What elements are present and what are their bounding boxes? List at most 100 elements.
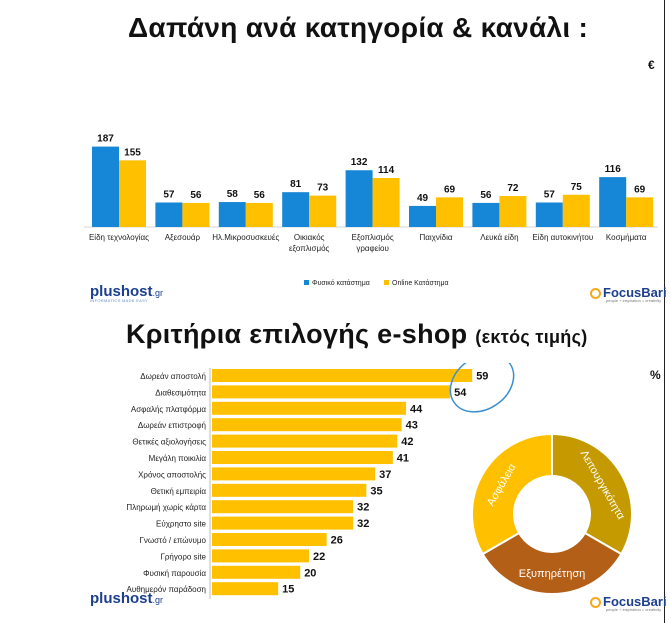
data-label: 187 <box>97 134 114 145</box>
panel-border <box>664 0 665 308</box>
plushost-logo: plushost.gr INFORMATICS MADE EASY <box>90 283 163 303</box>
criteria-bar <box>212 516 354 530</box>
bar-online <box>626 197 654 227</box>
focusbari-mark-icon <box>590 597 601 608</box>
criteria-bar <box>212 369 473 382</box>
category-label: Ηλ.Μικροσυσκευές <box>212 233 279 242</box>
criteria-label: Πληρωμή χωρίς κάρτα <box>126 503 206 512</box>
data-label: 56 <box>254 190 266 201</box>
criteria-title: Κριτήρια επιλογής e-shop (εκτός τιμής) <box>126 319 588 350</box>
bar-physical <box>409 205 436 227</box>
criteria-bar <box>212 451 393 464</box>
plushost-logo: plushost.gr <box>90 590 163 607</box>
data-label: 56 <box>480 190 492 201</box>
focusbari-logo-tag: people + inspiration = creativity <box>606 298 662 303</box>
plushost-logo-tag: INFORMATICS MADE EASY <box>90 298 149 303</box>
bar-online <box>309 195 337 227</box>
bar-physical <box>92 146 119 227</box>
criteria-label: Φυσική παρουσία <box>143 569 206 578</box>
criteria-bar <box>212 500 354 514</box>
criteria-label: Διαθεσιμότητα <box>155 388 206 397</box>
data-label: 43 <box>406 420 418 432</box>
category-label: γραφείου <box>356 244 389 253</box>
bar-online <box>372 177 400 227</box>
data-label: 57 <box>544 189 556 200</box>
spend-bar-chart: 187 155 Είδη τεχνολογίας 57 56 Αξεσουάρ 58 56 Ηλ… <box>84 134 658 287</box>
criteria-title-main: Κριτήρια επιλογής e-shop <box>126 319 468 349</box>
data-label: 81 <box>290 179 302 190</box>
criteria-bar <box>212 418 402 432</box>
data-label: 32 <box>357 518 369 530</box>
criteria-label: Γρήγορο site <box>160 552 206 561</box>
data-label: 44 <box>410 403 423 415</box>
bar-physical <box>282 192 310 227</box>
data-label: 26 <box>331 535 343 547</box>
criteria-panel: Κριτήρια επιλογής e-shop (εκτός τιμής) %… <box>0 308 671 623</box>
data-label: 58 <box>227 189 239 200</box>
criteria-label: Δωρεάν επιστροφή <box>138 421 206 430</box>
data-label: 132 <box>351 157 368 168</box>
data-label: 35 <box>370 485 382 497</box>
criteria-bar-chart: Δωρεάν αποστολή 59 Διαθεσιμότητα 54 Ασφαλής … <box>126 363 515 599</box>
category-label: Παιχνίδια <box>419 233 452 242</box>
spend-panel: Δαπάνη ανά κατηγορία & κανάλι : € 187 155… <box>0 0 671 308</box>
donut-slice <box>481 531 623 595</box>
criteria-label: Αυθημερόν παράδοση <box>126 585 206 594</box>
donut-label: Εξυπηρέτηση <box>519 568 586 580</box>
plushost-logo-suffix: .gr <box>152 288 164 298</box>
data-label: 20 <box>304 567 316 579</box>
data-label: 69 <box>444 184 456 195</box>
donut-slice <box>471 432 553 556</box>
criteria-bar <box>212 533 327 546</box>
bar-online <box>245 202 273 227</box>
bar-online <box>436 197 463 227</box>
criteria-bar <box>212 467 376 481</box>
criteria-bar <box>212 483 367 497</box>
plushost-logo-text: plushost <box>90 590 153 607</box>
criteria-label: Μεγάλη ποικιλία <box>149 454 207 463</box>
criteria-title-suffix: (εκτός τιμής) <box>475 327 588 347</box>
legend-swatch <box>384 280 389 285</box>
category-label: Είδη τεχνολογίας <box>89 233 149 242</box>
spend-unit: € <box>648 58 655 72</box>
bar-physical <box>345 170 373 227</box>
bar-physical <box>155 202 183 227</box>
data-label: 54 <box>454 387 467 399</box>
data-label: 15 <box>282 584 294 596</box>
plushost-logo-text: plushost <box>90 283 153 300</box>
data-label: 155 <box>124 147 141 158</box>
data-label: 116 <box>605 164 622 175</box>
criteria-label: Εύχρηστο site <box>156 520 207 529</box>
donut-slice <box>551 432 633 556</box>
criteria-unit: % <box>650 368 661 382</box>
focusbari-logo: FocusBari people + inspiration = creativ… <box>590 594 667 612</box>
data-label: 42 <box>401 436 413 448</box>
bar-physical <box>535 202 563 227</box>
data-label: 57 <box>163 189 175 200</box>
spend-title: Δαπάνη ανά κατηγορία & κανάλι : <box>128 12 589 43</box>
legend-label: Online Κατάστημα <box>392 279 449 287</box>
bar-physical <box>218 202 246 227</box>
panel-border <box>664 308 665 623</box>
criteria-bar <box>212 549 310 563</box>
focusbari-logo-text: FocusBari <box>603 285 667 300</box>
bar-online <box>499 196 527 227</box>
criteria-bar <box>212 565 301 579</box>
plushost-logo-suffix: .gr <box>152 595 164 605</box>
data-label: 56 <box>190 190 202 201</box>
criteria-bar <box>212 434 398 448</box>
category-label: εξοπλισμός <box>289 244 330 253</box>
criteria-bar <box>212 582 279 596</box>
legend-swatch <box>304 280 309 285</box>
data-label: 72 <box>507 183 519 194</box>
focusbari-logo-tag: people + inspiration = creativity <box>606 607 662 612</box>
category-label: Εξοπλισμός <box>352 233 394 242</box>
data-label: 69 <box>634 184 646 195</box>
data-label: 37 <box>379 469 391 481</box>
category-label: Είδη αυτοκινήτου <box>532 233 593 242</box>
category-label: Αξεσουάρ <box>165 233 201 242</box>
criteria-label: Θετική εμπειρία <box>151 487 207 496</box>
category-label: Κοσμήματα <box>606 233 647 242</box>
legend-label: Φυσικό κατάστημα <box>312 279 370 287</box>
highlight-circle <box>449 363 515 413</box>
